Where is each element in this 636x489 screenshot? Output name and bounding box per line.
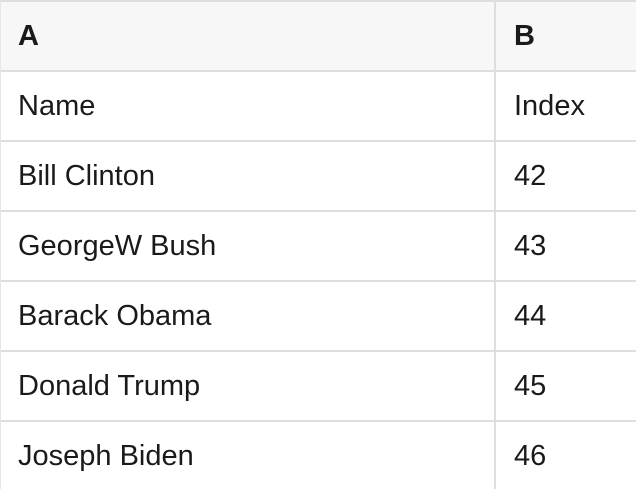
- table-row: GeorgeW Bush 43: [1, 212, 636, 282]
- column-header-a[interactable]: A: [1, 2, 496, 70]
- table-cell[interactable]: 46: [514, 439, 547, 472]
- table-cell[interactable]: 44: [514, 299, 547, 332]
- table-row: Bill Clinton 42: [1, 142, 636, 212]
- table-cell[interactable]: Donald Trump: [1, 352, 496, 420]
- table-row: Donald Trump 45: [1, 352, 636, 422]
- table-cell[interactable]: GeorgeW Bush: [1, 212, 496, 280]
- table-cell[interactable]: Index: [514, 89, 585, 122]
- table-cell[interactable]: 42: [514, 159, 547, 192]
- table-cell[interactable]: Bill Clinton: [1, 142, 496, 210]
- column-header-row: A B: [1, 2, 636, 72]
- table-cell[interactable]: Joseph Biden: [1, 422, 496, 489]
- table-row: Name Index: [1, 72, 636, 142]
- table-cell[interactable]: Barack Obama: [1, 282, 496, 350]
- table-row: Barack Obama 44: [1, 282, 636, 352]
- table-cell[interactable]: Name: [1, 72, 496, 140]
- table-cell[interactable]: 45: [514, 369, 547, 402]
- table-row: Joseph Biden 46: [1, 422, 636, 489]
- column-header-b[interactable]: B: [514, 19, 535, 52]
- table-cell[interactable]: 43: [514, 229, 547, 262]
